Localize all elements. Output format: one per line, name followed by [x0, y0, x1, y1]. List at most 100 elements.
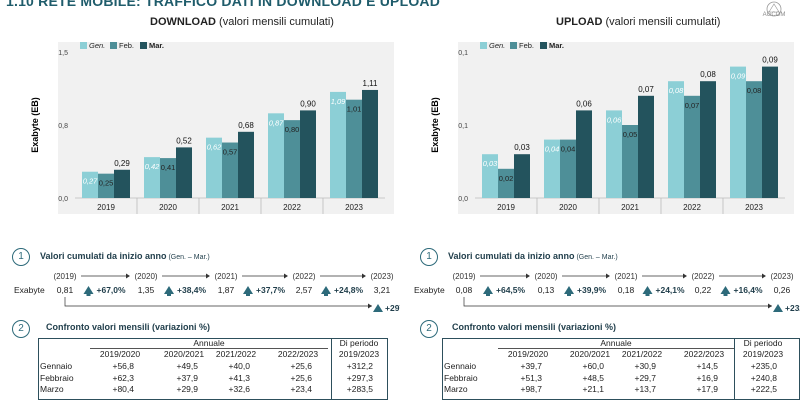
table-cell: +39,7 [520, 361, 542, 371]
data-label: 1,09 [331, 97, 346, 106]
bar [114, 169, 130, 198]
bar [514, 154, 530, 198]
column-header: 2019/2020 [507, 349, 549, 359]
bar [668, 81, 684, 198]
legend-label: Gen. [89, 41, 105, 50]
data-label: 0,08 [747, 86, 762, 95]
comparison-title-upload: Confronto valori mensili (variazioni %) [452, 322, 617, 332]
y-tick-label: 0,0 [458, 196, 468, 203]
comparison-title-download: Confronto valori mensili (variazioni %) [46, 322, 211, 332]
y-tick-label: 0,1 [458, 123, 468, 130]
data-label: 0,87 [269, 118, 284, 127]
cumulative-value: 1,35 [138, 285, 155, 295]
annual-underline [498, 348, 734, 349]
cumulative-value: 0,22 [695, 285, 712, 295]
data-label: 0,06 [607, 115, 622, 124]
year-label: (2021) [214, 272, 237, 281]
up-arrow-icon [483, 286, 493, 294]
data-label: 1,01 [347, 105, 362, 114]
flow-arrowhead [606, 273, 610, 279]
month-label: Marzo [444, 384, 468, 394]
table-cell: +25,6 [290, 361, 312, 371]
data-label: 0,68 [238, 121, 254, 130]
bar [238, 131, 254, 198]
up-arrow-stem [324, 293, 328, 296]
bar [144, 157, 160, 198]
flow-arrowhead [683, 273, 687, 279]
column-header: 2020/2021 [569, 349, 611, 359]
data-label: 0,25 [99, 179, 114, 188]
bar [300, 110, 316, 198]
upload-chart-heading: UPLOAD (valori mensili cumulati) [556, 16, 721, 28]
x-tick-label: 2023 [745, 203, 763, 212]
bar [684, 95, 700, 198]
page-title: 1.10 RETE MOBILE: TRAFFICO DATI IN DOWNL… [6, 0, 441, 9]
data-label: 0,90 [300, 99, 316, 108]
download-chart: Exabyte (EB) 0,0 0,8 1,5 2019 0,27 0,25 0,29 202… [30, 41, 394, 214]
legend-label: Gen. [489, 41, 505, 50]
bar [206, 137, 222, 198]
bar [762, 66, 778, 198]
upload-comparison-table: Annuale Di periodo 2019/2023 2019/2020 2020/… [442, 338, 800, 400]
table-cell: +17,9 [696, 384, 718, 394]
bar [482, 154, 498, 198]
period-cell: +312,2 [346, 361, 373, 371]
y-tick-label: 0,1 [458, 50, 468, 57]
data-label: 0,62 [207, 143, 222, 152]
flow-arrowhead [126, 273, 130, 279]
bar [560, 139, 576, 198]
total-arrowhead [368, 303, 372, 309]
table-cell: +48,5 [582, 372, 604, 383]
flow-arrowhead [206, 273, 210, 279]
period-divider [331, 338, 332, 400]
bar [160, 158, 176, 198]
bar [544, 139, 560, 198]
bar [730, 66, 746, 198]
bar [330, 91, 346, 198]
year-label: (2020) [134, 272, 157, 281]
period-cell: +222,5 [750, 384, 777, 394]
period-divider [734, 338, 735, 400]
change-label: +37,7% [256, 285, 286, 295]
x-tick-label: 2023 [345, 203, 363, 212]
column-header: 2022/2023 [277, 349, 319, 359]
legend-label: Feb. [519, 41, 534, 50]
cumulative-value: 0,08 [456, 285, 473, 295]
logo-text: AGCOM [762, 12, 786, 18]
legend-swatch [110, 42, 117, 49]
up-arrow-icon [243, 286, 253, 294]
data-label: 0,04 [545, 145, 560, 154]
table-cell: +14,5 [696, 361, 718, 371]
download-cumulative-flow: Exabyte (2019) 0,81 +67,0% (2020) 1,35 +38,4% (… [14, 272, 400, 313]
year-label: (2021) [614, 272, 637, 281]
legend-swatch [480, 42, 487, 49]
period-cell: +283,5 [346, 384, 373, 394]
column-header: 2019/2020 [99, 349, 141, 359]
change-label: +38,4% [177, 285, 207, 295]
bar [222, 142, 238, 198]
year-label: (2023) [370, 272, 393, 281]
data-label: 0,07 [685, 101, 700, 110]
x-tick-label: 2019 [97, 203, 115, 212]
year-label: (2020) [534, 272, 557, 281]
bar [284, 120, 300, 198]
data-label: 0,52 [176, 136, 192, 145]
total-arrow [463, 297, 772, 307]
period-cell: +235,0 [750, 361, 777, 371]
data-label: 0,03 [483, 159, 498, 168]
up-arrow-stem [86, 293, 91, 296]
table-cell: +30,9 [634, 361, 656, 371]
y-tick-label: 1,5 [58, 50, 68, 57]
period-header: Di periodo [339, 338, 379, 348]
x-tick-label: 2020 [559, 203, 577, 212]
legend-label: Mar. [549, 41, 564, 50]
row-label: Exabyte [414, 285, 445, 295]
change-label: +16,4% [734, 285, 764, 295]
legend-swatch [140, 42, 147, 49]
data-label: 0,42 [145, 162, 160, 171]
up-arrow-stem [167, 293, 171, 296]
month-label: Gennaio [444, 361, 477, 371]
table-cell: +16,9 [696, 372, 718, 383]
flow-arrowhead [284, 273, 288, 279]
legend-swatch [80, 42, 87, 49]
